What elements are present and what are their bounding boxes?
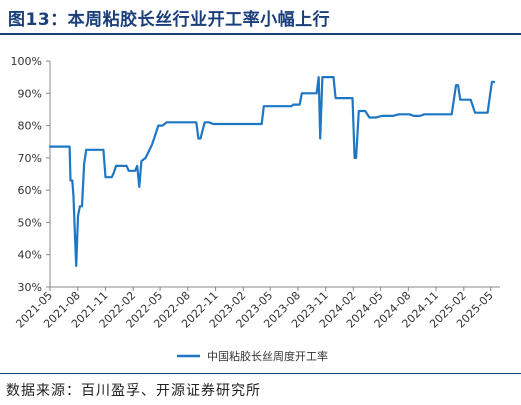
line-chart: 30%40%50%60%70%80%90%100%2021-052021-082… [11,55,500,363]
y-tick-label: 40% [18,249,42,262]
y-tick-label: 90% [18,87,42,100]
source-divider [0,373,521,374]
legend-label: 中国粘胶长丝周度开工率 [207,349,328,363]
y-tick-label: 30% [18,281,42,294]
legend: 中国粘胶长丝周度开工率 [177,349,328,363]
y-tick-label: 100% [11,55,42,68]
series-layer [48,76,496,268]
title-divider [0,33,521,35]
y-tick-label: 80% [18,120,42,133]
y-tick-label: 50% [18,216,42,229]
series-line-0 [48,76,496,268]
y-tick-label: 70% [18,152,42,165]
data-source-note: 数据来源：百川盈孚、开源证券研究所 [6,383,261,399]
axes: 30%40%50%60%70%80%90%100%2021-052021-082… [11,55,500,331]
y-tick-label: 60% [18,184,42,197]
figure-title: 图13：本周粘胶长丝行业开工率小幅上行 [8,10,331,30]
